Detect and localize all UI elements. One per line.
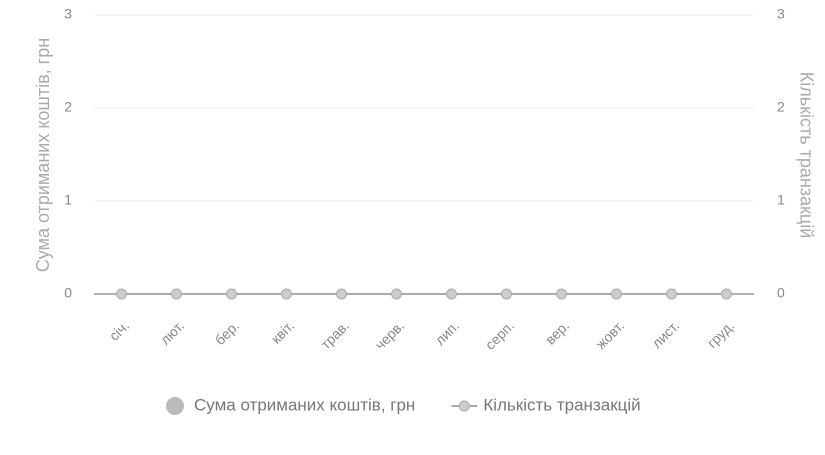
- x-tick-label: трав.: [317, 317, 352, 352]
- x-tick-label: лют.: [157, 317, 187, 347]
- point: [171, 288, 182, 300]
- y2-tick-label: 3: [777, 6, 785, 22]
- x-tick-label: лип.: [432, 317, 463, 348]
- point: [446, 288, 457, 300]
- point: [666, 288, 677, 300]
- x-tick-label: черв.: [372, 317, 407, 352]
- x-tick-label: січ.: [106, 317, 132, 343]
- point: [501, 288, 512, 300]
- point: [116, 288, 127, 300]
- x-tick-label: лист.: [648, 317, 682, 351]
- point: [721, 288, 732, 300]
- legend-marker: [458, 400, 470, 412]
- legend-marker: [166, 397, 184, 415]
- y-tick-label: 1: [64, 192, 72, 208]
- y-tick-label: 0: [64, 285, 72, 301]
- y2-tick-label: 1: [777, 192, 785, 208]
- point: [611, 288, 622, 300]
- legend-label: Кількість транзакцій: [483, 395, 640, 414]
- point: [556, 288, 567, 300]
- y2-tick-label: 2: [777, 99, 785, 115]
- legend-label: Сума отриманих коштів, грн: [194, 395, 415, 414]
- y-tick-label: 3: [64, 6, 72, 22]
- y2-axis-title: Кількість транзакцій: [796, 72, 816, 239]
- x-tick-label: бер.: [212, 317, 243, 348]
- y2-tick-label: 0: [777, 285, 785, 301]
- x-tick-label: вер.: [542, 317, 572, 347]
- point: [226, 288, 237, 300]
- point: [336, 288, 347, 300]
- x-tick-label: серп.: [482, 317, 517, 352]
- point: [391, 288, 402, 300]
- x-tick-label: груд.: [704, 317, 737, 350]
- x-tick-label: квіт.: [268, 317, 297, 346]
- y-axis-title: Сума отриманих коштів, грн: [33, 38, 53, 272]
- x-tick-label: жовт.: [593, 317, 628, 352]
- y-tick-label: 2: [64, 99, 72, 115]
- point: [281, 288, 292, 300]
